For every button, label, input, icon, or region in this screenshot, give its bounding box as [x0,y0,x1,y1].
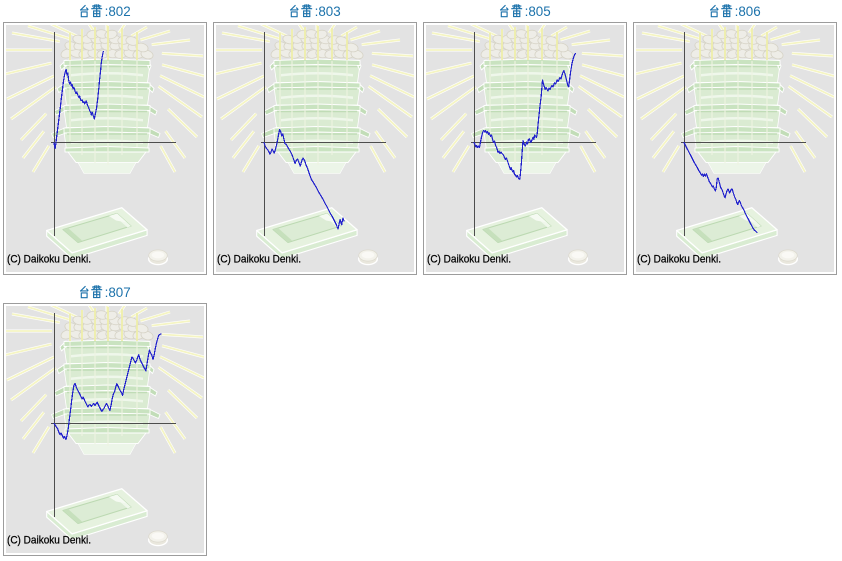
svg-text:(C) Daikoku Denki.: (C) Daikoku Denki. [7,534,91,546]
svg-text::806: :806 [735,4,761,19]
svg-text::803: :803 [315,4,341,19]
svg-text::807: :807 [105,285,131,300]
svg-text::805: :805 [525,4,551,19]
svg-text:(C) Daikoku Denki.: (C) Daikoku Denki. [427,253,511,265]
svg-text:(C) Daikoku Denki.: (C) Daikoku Denki. [7,253,91,265]
svg-text:(C) Daikoku Denki.: (C) Daikoku Denki. [217,253,301,265]
svg-text::802: :802 [105,4,131,19]
svg-text:(C) Daikoku Denki.: (C) Daikoku Denki. [637,253,721,265]
